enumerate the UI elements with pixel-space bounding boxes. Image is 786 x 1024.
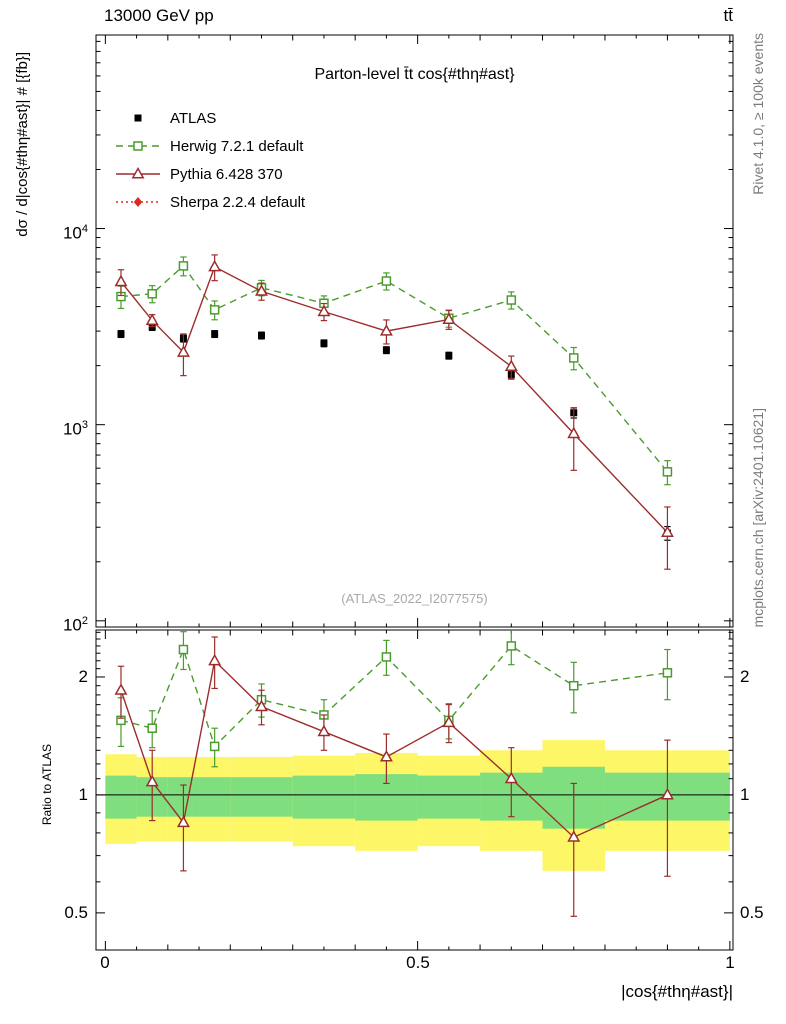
legend-item-herwig: Herwig 7.2.1 default — [114, 132, 305, 160]
ratio-ytick-right-05: 0.5 — [740, 903, 764, 922]
main-y-axis-label: dσ / d|cos{#thη#ast}| # [{fb}] — [14, 52, 31, 237]
ratio-ytick-left-05: 0.5 — [64, 903, 88, 922]
tick-base: 10 — [62, 223, 82, 243]
xtick-05: 0.5 — [406, 953, 430, 972]
rivet-version-label: Rivet 4.1.0, ≥ 100k events — [750, 33, 766, 195]
legend-item-atlas: ATLAS — [114, 104, 305, 132]
plot-title: Parton-level t̄t cos{#thη#ast} — [314, 66, 515, 83]
legend-label-atlas: ATLAS — [170, 109, 217, 127]
herwig-marker-icon — [116, 141, 160, 151]
x-axis-label: |cos{#thη#ast}| — [621, 982, 733, 1001]
atlas-marker-icon — [134, 114, 142, 122]
process-label: tt̄ — [723, 6, 733, 25]
legend-label-sherpa: Sherpa 2.2.4 default — [170, 193, 306, 211]
tick-base: 10 — [62, 615, 82, 635]
sherpa-marker-icon — [116, 197, 160, 207]
mcplots-arxiv-label: mcplots.cern.ch [arXiv:2401.10621] — [750, 407, 766, 627]
ratio-ytick-right-2: 2 — [740, 667, 750, 686]
legend-item-pythia: Pythia 6.428 370 — [114, 160, 305, 188]
legend: ATLAS Herwig 7.2.1 default Pythia 6.428 … — [114, 104, 305, 216]
beam-energy-label: 13000 GeV pp — [104, 6, 214, 25]
main-ytick-1e4: 104 — [36, 219, 88, 244]
tick-exponent: 3 — [81, 419, 88, 431]
legend-label-herwig: Herwig 7.2.1 default — [170, 137, 304, 155]
xtick-1: 1 — [725, 953, 735, 972]
analysis-watermark: (ATLAS_2022_I2077575) — [341, 591, 488, 606]
tick-exponent: 4 — [81, 223, 88, 235]
tick-base: 10 — [62, 419, 82, 439]
legend-item-sherpa: Sherpa 2.2.4 default — [114, 188, 305, 216]
main-ytick-1e3: 103 — [36, 415, 88, 440]
ratio-ytick-right-1: 1 — [740, 785, 750, 804]
tick-exponent: 2 — [81, 615, 88, 627]
xtick-0: 0 — [100, 953, 110, 972]
legend-label-pythia: Pythia 6.428 370 — [170, 165, 283, 183]
pythia-marker-icon — [116, 166, 160, 179]
ratio-ytick-left-1: 1 — [78, 785, 88, 804]
ratio-ytick-left-2: 2 — [78, 667, 88, 686]
main-ytick-1e2: 102 — [36, 611, 88, 636]
